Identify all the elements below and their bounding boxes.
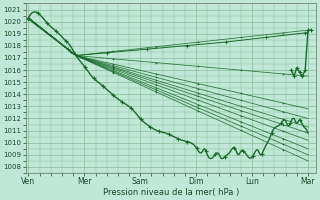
X-axis label: Pression niveau de la mer( hPa ): Pression niveau de la mer( hPa )	[103, 188, 239, 197]
